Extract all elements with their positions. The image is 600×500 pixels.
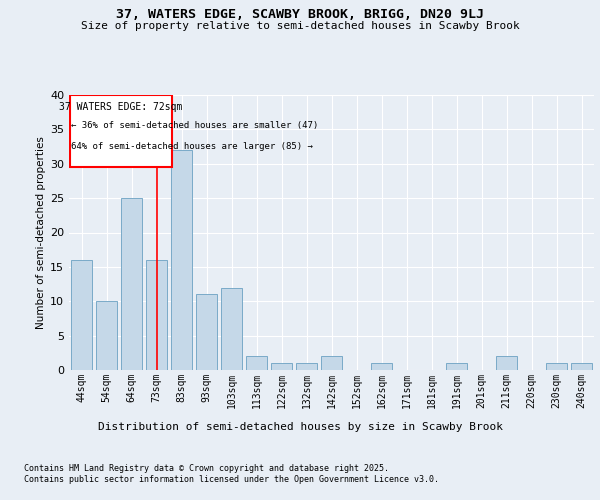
Bar: [246, 356, 267, 370]
Bar: [271, 363, 292, 370]
Bar: [571, 363, 592, 370]
Text: 37, WATERS EDGE, SCAWBY BROOK, BRIGG, DN20 9LJ: 37, WATERS EDGE, SCAWBY BROOK, BRIGG, DN…: [116, 8, 484, 20]
Text: ← 36% of semi-detached houses are smaller (47): ← 36% of semi-detached houses are smalle…: [71, 121, 318, 130]
Text: 64% of semi-detached houses are larger (85) →: 64% of semi-detached houses are larger (…: [71, 142, 313, 151]
Bar: [196, 294, 217, 370]
Bar: [96, 301, 117, 370]
Text: Contains public sector information licensed under the Open Government Licence v3: Contains public sector information licen…: [24, 475, 439, 484]
Bar: [171, 150, 192, 370]
Text: 37 WATERS EDGE: 72sqm: 37 WATERS EDGE: 72sqm: [59, 102, 182, 112]
Bar: [446, 363, 467, 370]
Text: Contains HM Land Registry data © Crown copyright and database right 2025.: Contains HM Land Registry data © Crown c…: [24, 464, 389, 473]
Bar: [121, 198, 142, 370]
Bar: [146, 260, 167, 370]
Text: Distribution of semi-detached houses by size in Scawby Brook: Distribution of semi-detached houses by …: [97, 422, 503, 432]
Text: Size of property relative to semi-detached houses in Scawby Brook: Size of property relative to semi-detach…: [80, 21, 520, 31]
FancyBboxPatch shape: [70, 95, 172, 167]
Bar: [71, 260, 92, 370]
Bar: [321, 356, 342, 370]
Bar: [221, 288, 242, 370]
Y-axis label: Number of semi-detached properties: Number of semi-detached properties: [36, 136, 46, 329]
Bar: [496, 356, 517, 370]
Bar: [546, 363, 567, 370]
Bar: [371, 363, 392, 370]
Bar: [296, 363, 317, 370]
